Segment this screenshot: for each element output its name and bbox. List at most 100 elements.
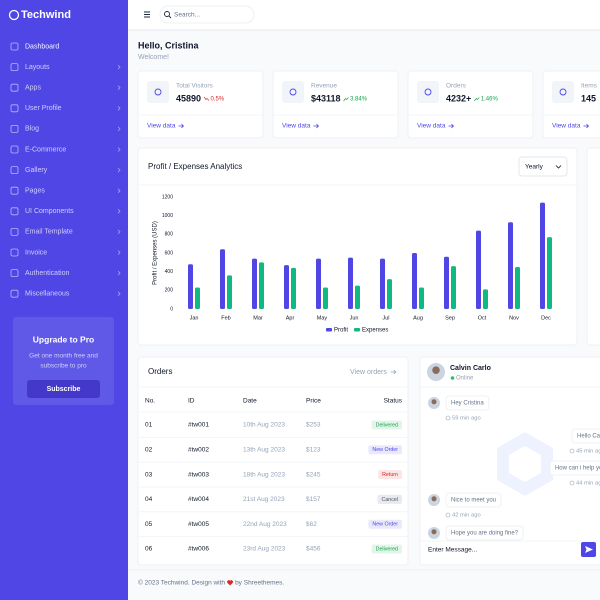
message-bubble [445, 395, 490, 411]
orders-link[interactable]: View orders [350, 369, 387, 376]
x-tick-label: Jun [350, 315, 359, 321]
bar [259, 262, 264, 309]
heart-icon [227, 580, 234, 586]
table-cell: $157 [306, 496, 321, 503]
select-caret [555, 165, 562, 169]
menu-item[interactable]: Pages [25, 188, 45, 195]
menu-icon [10, 248, 19, 257]
watermark [497, 432, 553, 496]
bar [483, 289, 488, 309]
chevron [117, 126, 121, 132]
subscribe-button-bg[interactable] [27, 380, 100, 398]
menu-item[interactable]: Email Template [25, 229, 73, 236]
bar [547, 237, 552, 309]
x-tick-label: Dec [541, 315, 551, 321]
menu-item[interactable]: E-Commerce [25, 146, 66, 153]
y-tick-label: 1200 [162, 194, 173, 200]
column-header: Status [384, 398, 403, 405]
chevron [117, 106, 121, 111]
search-placeholder[interactable]: Search... [174, 12, 200, 19]
arrow-icon [313, 123, 320, 129]
bar [252, 258, 257, 309]
chevron [117, 291, 121, 296]
stat-link[interactable]: View data [552, 123, 581, 130]
greeting-title: Hello, Cristina [138, 40, 200, 50]
stat-label: Orders [446, 83, 467, 90]
column-header: Date [243, 398, 257, 405]
chat-input[interactable] [424, 542, 576, 558]
stat-change: 0.5% [211, 97, 225, 103]
bar [444, 256, 449, 309]
table-cell: $245 [306, 471, 321, 478]
legend-swatch [326, 328, 332, 332]
menu-icon [10, 42, 19, 51]
x-tick-label: Jul [382, 315, 389, 321]
status-badge: Delivered [376, 546, 398, 552]
bar [227, 275, 232, 309]
table-cell: #tw005 [188, 521, 209, 528]
bar [355, 285, 360, 309]
x-tick-label: Feb [221, 315, 230, 321]
table-cell: $456 [306, 546, 321, 553]
chat-input-placeholder[interactable]: Enter Message... [428, 547, 477, 554]
promo-text: Get one month free and [29, 353, 98, 360]
x-tick-label: May [317, 315, 328, 321]
footer-text: © 2023 Techwind. Design with [138, 579, 225, 587]
clock-icon [569, 448, 575, 454]
chevron [117, 147, 121, 152]
bar [419, 287, 424, 309]
menu-item[interactable]: Gallery [25, 167, 48, 174]
bar [412, 253, 417, 309]
bar [348, 257, 353, 309]
bar [540, 202, 545, 309]
stat-link[interactable]: View data [147, 123, 176, 130]
search-icon [168, 15, 172, 19]
send-icon [585, 546, 593, 553]
arrow-icon [448, 123, 455, 129]
status-badge: New Order [372, 522, 398, 528]
table-cell: 13th Aug 2023 [243, 447, 285, 454]
message-time: 45 min ago [576, 449, 600, 455]
stat-link[interactable]: View data [417, 123, 446, 130]
x-tick-label: Mar [253, 315, 263, 321]
stat-card [272, 70, 399, 139]
filter-select[interactable] [518, 156, 568, 177]
stat-change: 3.84% [350, 97, 368, 103]
message-text: Hello Calvin [577, 434, 600, 440]
chevron [117, 250, 121, 255]
status-badge-bg [368, 519, 402, 529]
status-badge-bg [377, 494, 402, 504]
chevron [117, 270, 121, 276]
menu-item[interactable]: Miscellaneous [25, 291, 70, 298]
bar [476, 230, 481, 309]
sidebar [0, 0, 128, 600]
menu-item[interactable]: Apps [25, 85, 41, 92]
menu-item[interactable]: Authentication [25, 270, 69, 277]
menu-item[interactable]: UI Components [25, 208, 74, 215]
column-header: ID [188, 398, 195, 405]
bar [451, 266, 456, 309]
filter-value[interactable]: Yearly [525, 164, 544, 171]
bar [508, 222, 513, 309]
menu-item[interactable]: User Profile [25, 105, 62, 112]
menu-icon [10, 207, 19, 216]
y-axis-label: Profit / Expenses (USD) [153, 221, 159, 285]
stat-icon [424, 88, 432, 96]
search-box[interactable] [159, 5, 255, 24]
menu-item[interactable]: Dashboard [25, 43, 59, 50]
stat-link[interactable]: View data [282, 123, 311, 130]
x-tick-label: Apr [286, 315, 295, 321]
subscribe-button[interactable]: Subscribe [47, 386, 81, 393]
menu-item[interactable]: Invoice [25, 249, 47, 256]
avatar [431, 399, 437, 405]
menu-item[interactable]: Blog [25, 126, 39, 133]
table-cell: #tw002 [188, 447, 209, 454]
brand-name: Techwind [21, 9, 71, 21]
chevron [117, 209, 121, 214]
message-bubble [445, 525, 524, 541]
table-cell: 23rd Aug 2023 [243, 546, 286, 553]
message-bubble [445, 492, 502, 508]
stat-icon [154, 88, 162, 96]
menu-item[interactable]: Layouts [25, 64, 50, 71]
